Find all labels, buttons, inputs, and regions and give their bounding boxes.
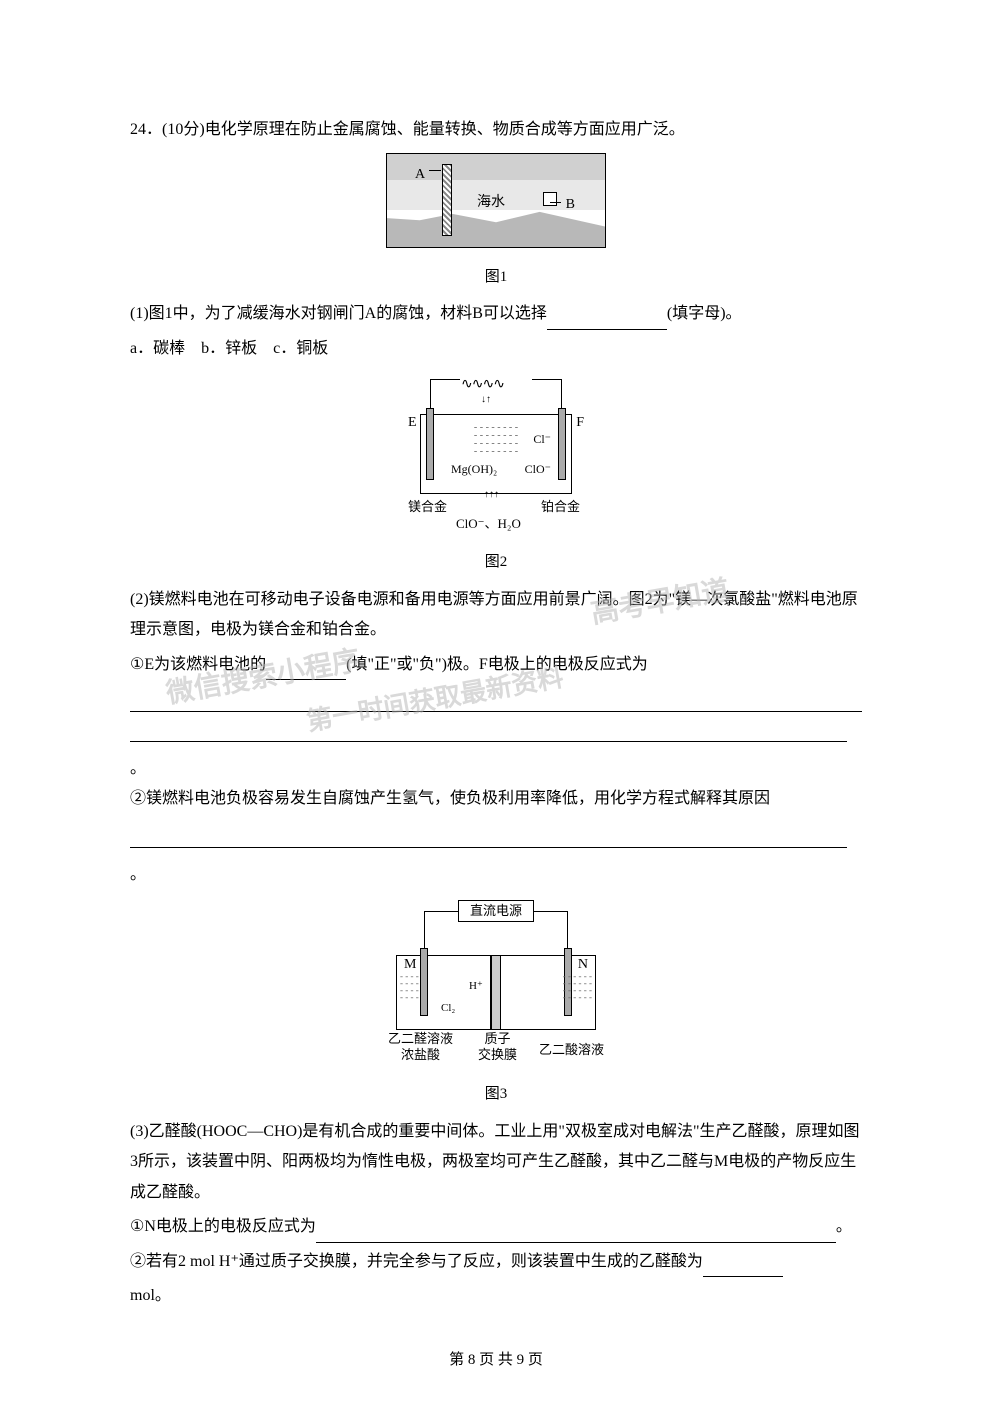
label-b: B [566,192,575,219]
membrane-icon [491,955,501,1030]
blank-1 [547,310,667,330]
figure-1-container: A B 海水 图1 [130,153,862,291]
question-intro: 电化学原理在防止金属腐蚀、能量转换、物质合成等方面应用广泛。 [205,121,685,138]
part3-intro: (3)乙醛酸(HOOC—CHO)是有机合成的重要中间体。工业上用"双极室成对电解… [130,1117,862,1208]
cl-label: Cl⁻ [533,428,551,451]
liquid-dashes-icon: - - - - - -- - - - - -- - - - - -- - - -… [563,973,592,1001]
figure-1: A B 海水 [386,153,606,253]
h-plus-label: H⁺ [469,976,483,997]
electrode-e-icon [426,408,434,480]
arrow-icon: ↓↑ [481,390,491,409]
pt-alloy-label: 铂合金 [541,495,580,520]
wire-icon [424,911,458,912]
seawater-label: 海水 [477,190,505,217]
part2-sub2: ②镁燃料电池负极容易发生自腐蚀产生氢气，使负极利用率降低，用化学方程式解释其原因 [130,784,862,814]
question-header: 24．(10分)电化学原理在防止金属腐蚀、能量转换、物质合成等方面应用广泛。 [130,115,862,145]
blank-line-2 [130,714,847,742]
figure-3-container: 直流电源 M N H⁺ Cl₂ - - - -- - - -- - - -- -… [130,898,862,1109]
part2-sub1-mid: (填"正"或"负")极。F电极上的电极反应式为 [346,656,648,673]
figure-2: ∿∿∿∿ ↓↑ E F - - - - - - - -- - - - - - -… [406,372,586,522]
question-number: 24 [130,121,146,138]
blank-4 [316,1223,836,1243]
page-footer: 第 8 页 共 9 页 [130,1346,862,1375]
box-b-icon [543,192,557,206]
blank-line-1 [130,684,862,712]
part3-sub1: ①N电极上的电极反应式为。 [130,1212,862,1242]
electrode-m-icon [420,948,428,1016]
fig2-caption: 图2 [130,548,862,577]
wire-icon [534,911,568,912]
part1-before: (1)图1中，为了减缓海水对钢闸门A的腐蚀，材料B可以选择 [130,305,547,322]
fig3-caption: 图3 [130,1080,862,1109]
pole-a-icon [442,164,452,236]
page-content: 24．(10分)电化学原理在防止金属腐蚀、能量转换、物质合成等方面应用广泛。 A… [0,0,992,1425]
right-bottom-label: 乙二酸溶液 [539,1038,604,1063]
mid-label-2: 交换膜 [478,1047,517,1062]
arrow-icon: ↑↑↑ [484,485,499,504]
cl2-label: Cl₂ [441,998,455,1019]
blank-5 [703,1257,783,1277]
label-a: A [415,162,425,189]
figure-2-container: ∿∿∿∿ ↓↑ E F - - - - - - - -- - - - - - -… [130,372,862,577]
electrode-f-icon [558,408,566,480]
part1-after: (填字母)。 [667,305,742,322]
bottom-label: ClO⁻、H₂O [456,512,521,537]
label-e: E [408,410,417,437]
part1-options: a．碳棒 b．锌板 c．铜板 [130,334,862,364]
wire-icon [532,379,562,380]
part2-sub1: ①E为该燃料电池的 (填"正"或"负")极。F电极上的电极反应式为 [130,650,862,680]
blank-line-3 [130,820,847,848]
part3-sub2: ②若有2 mol H⁺通过质子交换膜，并完全参与了反应，则该装置中生成的乙醛酸为 [130,1247,862,1277]
part3-sub1-text: ①N电极上的电极反应式为 [130,1218,316,1235]
mid-bottom-label: 质子交换膜 [478,1031,517,1062]
part2-intro: (2)镁燃料电池在可移动电子设备电源和备用电源等方面应用前景广阔。图2为"镁—次… [130,585,862,646]
label-f: F [576,410,584,437]
mg-alloy-label: 镁合金 [408,495,447,520]
blank-2 [266,660,346,680]
question-points: (10分) [162,121,205,138]
part1-text: (1)图1中，为了减缓海水对钢闸门A的腐蚀，材料B可以选择 (填字母)。 [130,299,862,329]
fig1-caption: 图1 [130,263,862,292]
clo-label: ClO⁻ [525,458,551,481]
left-label-1: 乙二醛溶液 [388,1031,453,1046]
fig1-box: A B 海水 [386,153,606,248]
left-label-2: 浓盐酸 [401,1047,440,1062]
power-label: 直流电源 [458,900,534,922]
mgoh-label: Mg(OH)₂ [451,458,497,481]
figure-3: 直流电源 M N H⁺ Cl₂ - - - -- - - -- - - -- -… [376,898,616,1066]
part2-sub1-before: ①E为该燃料电池的 [130,656,266,673]
mid-label-1: 质子 [485,1031,511,1046]
part3-sub2-before: ②若有2 mol H⁺通过质子交换膜，并完全参与了反应，则该装置中生成的乙醛酸为 [130,1253,703,1270]
left-bottom-label: 乙二醛溶液浓盐酸 [388,1031,453,1062]
liquid-dashes-icon: - - - -- - - -- - - -- - - - [400,973,419,1001]
wire-icon [430,379,460,380]
part3-sub2-after: mol。 [130,1281,862,1311]
